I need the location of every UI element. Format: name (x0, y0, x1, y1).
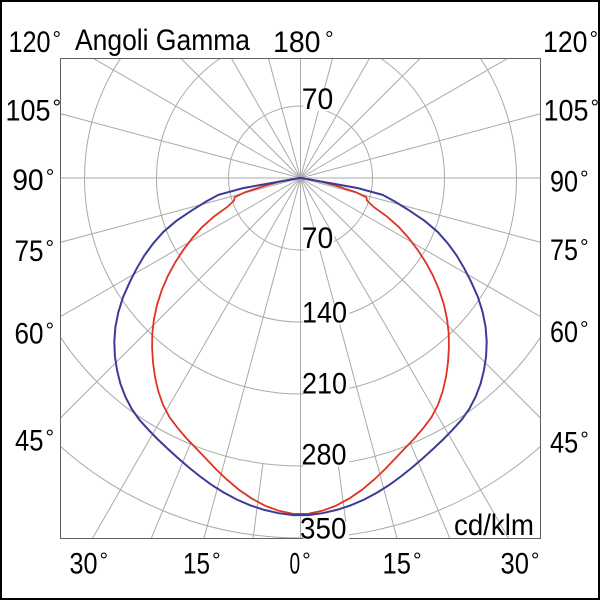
svg-text:°: ° (46, 426, 55, 450)
svg-text:°: ° (531, 549, 540, 573)
svg-text:140: 140 (302, 297, 347, 330)
svg-text:45: 45 (550, 427, 578, 460)
svg-text:30: 30 (70, 548, 98, 581)
svg-text:90: 90 (12, 164, 44, 197)
svg-text:350: 350 (300, 513, 347, 546)
svg-text:°: ° (580, 167, 589, 191)
svg-text:60: 60 (550, 316, 578, 349)
svg-text:70: 70 (302, 83, 334, 116)
svg-text:105: 105 (6, 95, 51, 128)
svg-text:0: 0 (290, 548, 301, 581)
svg-text:°: ° (53, 96, 62, 120)
svg-text:°: ° (46, 236, 55, 260)
svg-text:30: 30 (501, 548, 529, 581)
svg-text:15: 15 (183, 548, 210, 581)
svg-text:210: 210 (302, 368, 347, 401)
svg-text:45: 45 (15, 425, 44, 458)
svg-text:°: ° (325, 27, 334, 51)
svg-text:60: 60 (15, 318, 44, 351)
svg-text:°: ° (591, 96, 600, 120)
svg-text:°: ° (46, 165, 55, 189)
svg-text:°: ° (413, 549, 422, 573)
svg-text:°: ° (302, 549, 311, 573)
svg-text:105: 105 (544, 95, 589, 128)
svg-text:75: 75 (15, 235, 44, 268)
svg-text:°: ° (100, 549, 109, 573)
svg-text:120: 120 (543, 26, 588, 59)
svg-text:90: 90 (550, 166, 578, 199)
svg-text:°: ° (590, 27, 599, 51)
svg-text:°: ° (580, 317, 589, 341)
svg-text:120: 120 (9, 26, 51, 59)
svg-text:Angoli Gamma: Angoli Gamma (75, 24, 251, 57)
svg-text:15: 15 (383, 548, 412, 581)
svg-text:75: 75 (550, 234, 578, 267)
svg-text:°: ° (580, 235, 589, 259)
svg-text:°: ° (46, 319, 55, 343)
svg-text:°: ° (53, 27, 62, 51)
svg-text:°: ° (580, 428, 589, 452)
svg-text:280: 280 (302, 439, 347, 472)
svg-text:180: 180 (273, 26, 321, 59)
svg-text:cd/klm: cd/klm (454, 509, 534, 542)
svg-text:°: ° (212, 549, 221, 573)
svg-text:70: 70 (302, 222, 334, 255)
